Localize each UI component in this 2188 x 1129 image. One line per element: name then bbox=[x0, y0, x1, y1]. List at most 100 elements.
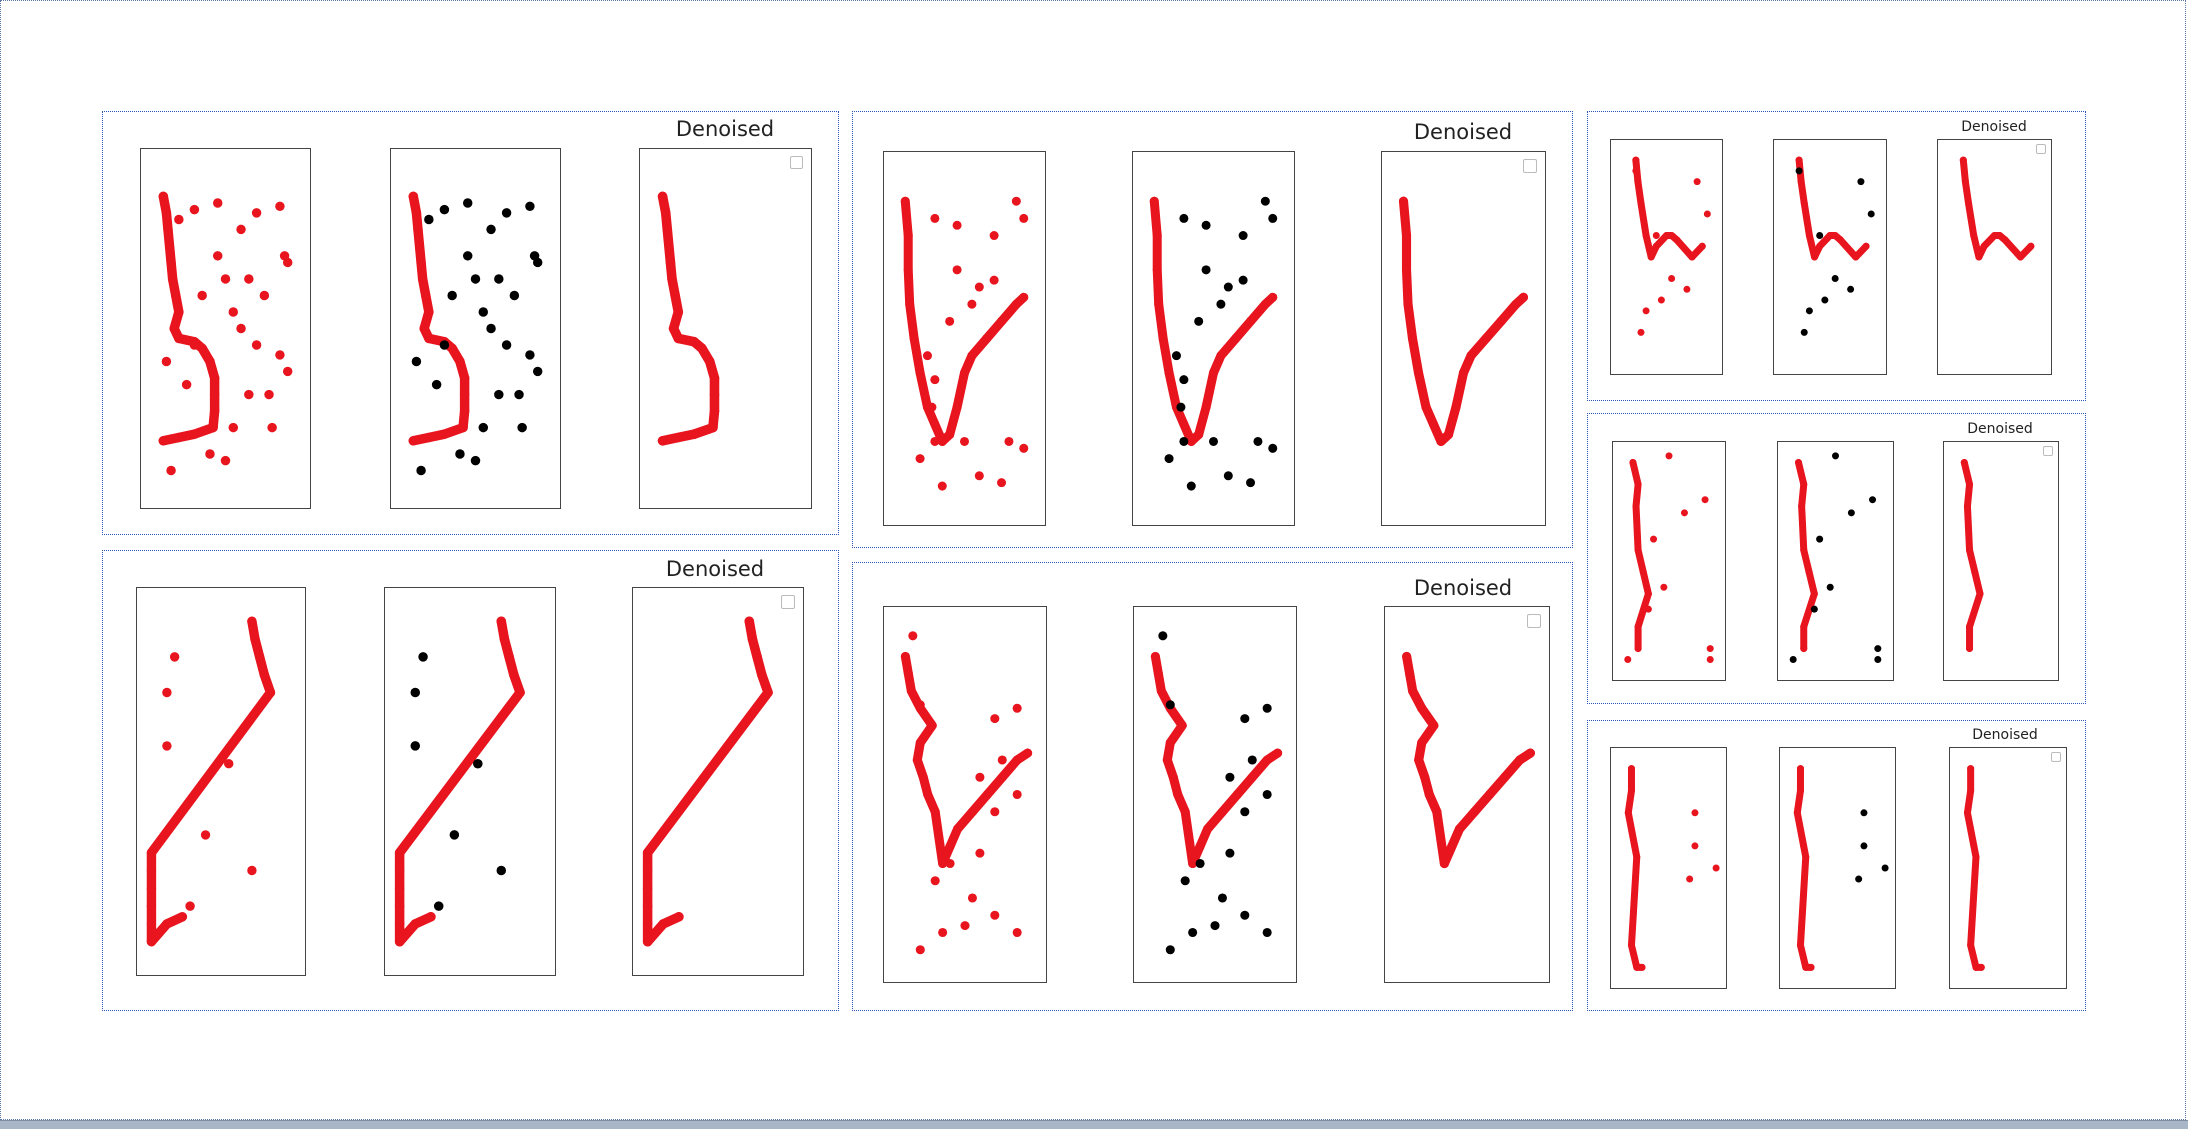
signal-point bbox=[167, 274, 178, 284]
noise-point bbox=[251, 208, 262, 218]
signal-point bbox=[1961, 178, 1969, 186]
signal-point bbox=[1408, 686, 1418, 696]
signal-point bbox=[162, 919, 172, 929]
signal-point bbox=[174, 432, 184, 443]
signal-point bbox=[205, 356, 215, 367]
signal-point bbox=[1627, 941, 1635, 949]
noise-point bbox=[1179, 213, 1189, 223]
noise-point bbox=[228, 307, 239, 317]
denoised-title-p5: Denoised bbox=[1961, 119, 2027, 135]
signal-point bbox=[673, 333, 684, 344]
signal-point bbox=[1632, 156, 1640, 164]
noise-point bbox=[1832, 452, 1839, 460]
noise-point bbox=[205, 449, 215, 459]
noise-point bbox=[525, 350, 535, 360]
noise-point bbox=[1650, 535, 1658, 543]
noise-point bbox=[1826, 583, 1834, 591]
plot-denoised-p3 bbox=[1384, 606, 1550, 983]
noise-point bbox=[478, 422, 489, 433]
denoised-title-p6: Denoised bbox=[1967, 421, 2033, 437]
noise-point bbox=[922, 351, 932, 361]
signal-point bbox=[2016, 253, 2024, 261]
noise-point bbox=[275, 350, 285, 360]
noise-point bbox=[411, 356, 422, 367]
signal-point bbox=[1216, 351, 1226, 361]
noise-point bbox=[967, 299, 977, 309]
signal-point bbox=[146, 919, 157, 929]
signal-point bbox=[667, 274, 677, 284]
noise-point bbox=[1860, 809, 1868, 817]
scatter-canvas bbox=[657, 191, 720, 446]
noise-point bbox=[989, 231, 999, 241]
noise-point bbox=[1188, 927, 1198, 938]
signal-point bbox=[408, 191, 419, 202]
signal-point bbox=[411, 208, 422, 218]
signal-point bbox=[1424, 789, 1434, 800]
noise-point bbox=[1800, 328, 1808, 336]
signal-point bbox=[1639, 568, 1647, 576]
noise-point bbox=[220, 455, 231, 466]
signal-point bbox=[905, 299, 915, 309]
signal-point bbox=[1797, 178, 1805, 186]
noise-point bbox=[259, 290, 270, 301]
noise-point bbox=[212, 198, 223, 208]
scatter-canvas bbox=[408, 191, 543, 476]
signal-point bbox=[447, 343, 457, 354]
plot-raw-p5 bbox=[1610, 139, 1723, 375]
signal-point bbox=[1807, 963, 1815, 971]
noise-point bbox=[431, 379, 442, 390]
noise-point bbox=[1019, 213, 1029, 223]
signal-point bbox=[394, 847, 405, 858]
noise-point bbox=[189, 204, 200, 215]
signal-point bbox=[747, 634, 758, 644]
signal-point bbox=[499, 634, 510, 644]
noise-point bbox=[1867, 210, 1875, 218]
signal-point bbox=[1188, 858, 1198, 869]
signal-point bbox=[1231, 333, 1241, 344]
figure-panel-5 bbox=[1587, 111, 2086, 401]
signal-point bbox=[177, 912, 188, 922]
noise-point bbox=[529, 251, 540, 261]
signal-point bbox=[665, 257, 676, 268]
signal-point bbox=[394, 919, 405, 929]
signal-point bbox=[439, 429, 450, 439]
signal-point bbox=[757, 669, 767, 680]
plot-noisy-p1 bbox=[390, 148, 561, 509]
noise-point bbox=[416, 465, 426, 476]
signal-point bbox=[1960, 458, 1968, 466]
noise-point bbox=[169, 652, 180, 662]
signal-point bbox=[265, 687, 276, 698]
signal-point bbox=[642, 936, 653, 947]
noise-point bbox=[1180, 876, 1190, 886]
signal-point bbox=[903, 231, 913, 241]
signal-point bbox=[1970, 842, 1978, 850]
plot-noisy-p2 bbox=[1132, 151, 1295, 526]
signal-point bbox=[1698, 242, 1706, 250]
signal-point bbox=[1511, 299, 1521, 309]
signal-point bbox=[708, 422, 718, 433]
signal-point bbox=[146, 865, 157, 876]
signal-point bbox=[174, 333, 184, 344]
noise-point bbox=[197, 290, 207, 301]
signal-point bbox=[1150, 651, 1160, 662]
signal-point bbox=[709, 373, 720, 383]
signal-point bbox=[1663, 231, 1670, 239]
scatter-canvas bbox=[642, 616, 773, 947]
plot-noisy-p6 bbox=[1777, 441, 1894, 681]
signal-point bbox=[1432, 807, 1442, 817]
noise-point bbox=[1253, 436, 1263, 446]
signal-point bbox=[1023, 748, 1033, 758]
signal-point bbox=[752, 652, 762, 662]
signal-point bbox=[1634, 645, 1642, 653]
noise-point bbox=[1268, 213, 1278, 223]
signal-point bbox=[166, 257, 176, 268]
signal-point bbox=[459, 389, 470, 400]
scatter-canvas bbox=[1150, 631, 1283, 955]
scatter-canvas bbox=[1959, 156, 2035, 261]
noise-point bbox=[470, 455, 481, 466]
denoised-title-p3: Denoised bbox=[1413, 576, 1513, 600]
signal-point bbox=[1634, 623, 1642, 631]
noise-point bbox=[1706, 645, 1714, 653]
signal-point bbox=[937, 436, 947, 446]
denoised-title-p4: Denoised bbox=[665, 557, 765, 581]
